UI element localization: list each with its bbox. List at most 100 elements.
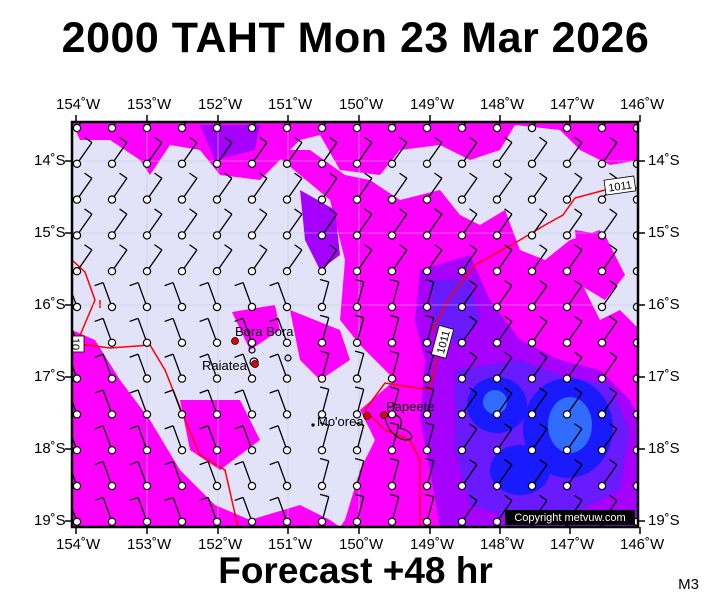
barb-flag — [424, 314, 434, 319]
wind-barb — [387, 172, 408, 204]
barb-shaft — [277, 282, 288, 308]
station-circle — [282, 410, 292, 419]
wind-barb — [317, 493, 330, 527]
wind-barb — [352, 208, 373, 240]
barb-flag — [469, 494, 478, 502]
barb-shaft — [207, 282, 218, 308]
barb-shaft — [601, 321, 618, 344]
wind-barb — [164, 317, 187, 347]
station-circle — [492, 195, 502, 204]
barb-shaft — [601, 213, 618, 236]
barb-flag — [164, 317, 174, 323]
station-circle — [282, 302, 292, 312]
lat-label-right: 14˚S — [648, 152, 680, 169]
barb-shaft — [172, 497, 183, 523]
wind-barb — [492, 208, 513, 240]
wind-barb — [177, 244, 198, 276]
station-circle — [527, 267, 537, 276]
station-circle — [107, 410, 117, 419]
station-circle — [142, 159, 152, 168]
lon-label-bottom: 154˚W — [56, 536, 101, 553]
barb-shaft — [137, 353, 148, 379]
station-circle — [282, 231, 292, 240]
barb-flag — [504, 244, 513, 251]
model-code: M3 — [678, 576, 699, 593]
barb-flag — [645, 281, 652, 286]
station-circle — [422, 267, 432, 276]
barb-shaft — [137, 461, 148, 487]
barb-flag — [399, 208, 408, 215]
barb-flag — [389, 386, 399, 390]
barb-flag — [269, 425, 279, 430]
barb-flag — [224, 172, 233, 179]
barb-shaft — [137, 425, 148, 451]
station-circle — [597, 195, 607, 204]
barb-shaft — [277, 318, 288, 344]
wind-barb — [457, 172, 478, 204]
station-circle — [527, 338, 537, 347]
barb-shaft — [601, 142, 618, 165]
barb-flag — [645, 460, 652, 465]
barb-flag — [609, 494, 618, 502]
isobar-label: 1011 — [603, 175, 637, 196]
lat-label-left: 14˚S — [34, 152, 66, 169]
wind-barb — [422, 244, 443, 276]
station-circle — [107, 231, 117, 240]
wind-barb — [164, 496, 187, 527]
barb-flag — [234, 425, 244, 430]
barb-shaft — [207, 353, 218, 379]
barb-shaft — [181, 249, 198, 272]
barb-flag — [364, 208, 373, 215]
wind-barb — [129, 460, 152, 491]
barb-flag — [199, 389, 209, 394]
barb-flag — [469, 244, 478, 251]
barb-shaft — [566, 356, 583, 379]
wind-barb — [422, 208, 443, 240]
station-circle — [72, 446, 82, 455]
station-circle — [597, 231, 607, 240]
station-circle — [527, 374, 537, 383]
barb-shaft — [461, 356, 478, 379]
wind-barb — [562, 172, 583, 204]
station-circle — [317, 410, 327, 419]
wind-barb — [142, 244, 163, 276]
barb-flag — [504, 423, 513, 430]
barb-flag — [469, 315, 478, 323]
barb-shaft — [461, 428, 478, 451]
barb-shaft — [216, 122, 222, 129]
wind-barb — [282, 136, 303, 168]
barb-shaft — [146, 122, 152, 129]
lat-label-left: 16˚S — [34, 296, 66, 313]
wind-barb — [527, 136, 548, 168]
barb-flag — [539, 244, 548, 251]
station-circle — [562, 195, 572, 204]
wind-barb — [94, 317, 117, 347]
station-circle — [107, 481, 117, 491]
station-circle — [247, 481, 257, 491]
wind-barb — [352, 122, 362, 133]
wind-barb — [527, 459, 548, 491]
barb-flag — [189, 136, 198, 144]
wind-barb — [562, 423, 583, 455]
station-circle — [317, 123, 327, 133]
svg-text:10: 10 — [69, 338, 81, 350]
lon-label-top: 149˚W — [410, 96, 455, 113]
barb-flag — [574, 172, 583, 179]
barb-shaft — [286, 177, 303, 200]
barb-flag — [189, 172, 198, 179]
station-circle — [422, 374, 432, 383]
wind-barb — [387, 208, 408, 240]
barb-flag — [259, 172, 268, 179]
barb-shaft — [601, 285, 618, 308]
station-circle — [107, 374, 117, 383]
station-circle — [457, 195, 467, 204]
barb-flag — [574, 208, 583, 215]
barb-shaft — [146, 213, 163, 236]
wind-barb — [129, 317, 152, 347]
wind-barb — [597, 423, 618, 455]
station-circle — [212, 446, 222, 455]
station-circle — [527, 123, 537, 133]
station-circle — [422, 481, 432, 491]
barb-shaft — [461, 177, 478, 200]
